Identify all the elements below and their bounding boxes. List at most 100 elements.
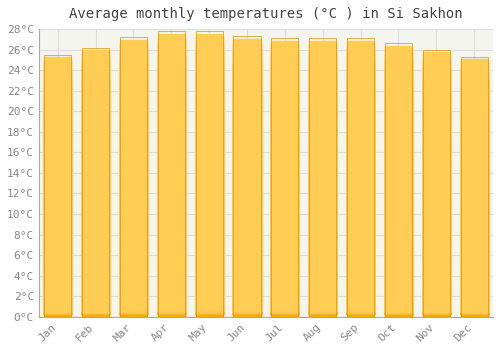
Bar — [460, 132, 488, 312]
Bar — [44, 181, 72, 313]
Bar — [158, 134, 185, 312]
Bar — [347, 155, 374, 313]
Bar — [347, 219, 374, 313]
Bar — [82, 134, 109, 312]
Bar — [347, 239, 374, 313]
Bar — [422, 58, 450, 312]
Bar — [460, 257, 488, 314]
Bar — [460, 111, 488, 312]
Bar — [196, 265, 223, 314]
Bar — [234, 275, 260, 314]
Bar — [196, 174, 223, 313]
Bar — [234, 244, 260, 313]
Bar — [309, 236, 336, 313]
Bar — [82, 282, 109, 314]
Bar — [460, 93, 488, 312]
Bar — [309, 303, 336, 314]
Bar — [158, 268, 185, 314]
Bar — [44, 207, 72, 313]
Bar — [234, 146, 260, 312]
Bar — [158, 120, 185, 312]
Bar — [422, 250, 450, 314]
Bar — [347, 119, 374, 312]
Bar — [120, 174, 147, 313]
Bar — [460, 241, 488, 314]
Bar — [44, 144, 72, 313]
Bar — [271, 239, 298, 313]
Bar — [422, 258, 450, 314]
Bar — [234, 90, 260, 312]
Bar — [158, 108, 185, 312]
Bar — [158, 94, 185, 312]
Bar — [422, 220, 450, 313]
Bar — [385, 139, 412, 312]
Bar — [347, 61, 374, 312]
Bar — [120, 306, 147, 314]
Bar — [120, 85, 147, 312]
Bar — [120, 197, 147, 313]
Bar — [309, 125, 336, 312]
Bar — [347, 228, 374, 313]
Bar — [120, 225, 147, 313]
Bar — [234, 78, 260, 312]
Bar — [460, 182, 488, 313]
Bar — [271, 89, 298, 312]
Bar — [44, 102, 72, 312]
Bar — [422, 154, 450, 313]
Bar — [82, 155, 109, 313]
Bar — [460, 286, 488, 314]
Bar — [347, 169, 374, 313]
Bar — [234, 162, 260, 313]
Bar — [234, 39, 260, 311]
Bar — [120, 214, 147, 313]
Bar — [309, 69, 336, 312]
Bar — [347, 52, 374, 312]
Bar — [309, 144, 336, 312]
Bar — [460, 208, 488, 313]
Bar — [234, 258, 260, 313]
Bar — [309, 108, 336, 312]
Bar — [422, 295, 450, 314]
Bar — [309, 164, 336, 313]
Bar — [422, 138, 450, 312]
Bar — [234, 303, 260, 314]
Bar — [422, 202, 450, 313]
Bar — [82, 147, 109, 313]
Bar — [460, 163, 488, 313]
Bar — [271, 91, 298, 312]
Bar — [460, 156, 488, 313]
Bar — [234, 160, 260, 313]
Bar — [234, 219, 260, 313]
Bar — [234, 208, 260, 313]
Bar — [385, 281, 412, 314]
Bar — [460, 109, 488, 312]
Bar — [196, 282, 223, 314]
Bar — [347, 270, 374, 314]
Bar — [271, 44, 298, 311]
Bar — [196, 48, 223, 311]
Bar — [271, 80, 298, 312]
Bar — [309, 113, 336, 312]
Bar — [82, 69, 109, 312]
Bar — [271, 258, 298, 314]
Bar — [158, 197, 185, 313]
Bar — [196, 208, 223, 313]
Bar — [120, 294, 147, 314]
Bar — [385, 114, 412, 312]
Bar — [347, 222, 374, 313]
Bar — [44, 248, 72, 314]
Bar — [460, 249, 488, 314]
Bar — [44, 63, 72, 312]
Bar — [234, 250, 260, 313]
Bar — [158, 271, 185, 314]
Bar — [82, 83, 109, 312]
Bar — [82, 75, 109, 312]
Bar — [309, 292, 336, 314]
Bar — [422, 223, 450, 313]
Bar — [460, 65, 488, 312]
Bar — [347, 153, 374, 313]
Bar — [271, 133, 298, 312]
Bar — [82, 61, 109, 312]
Bar — [271, 172, 298, 313]
Bar — [460, 270, 488, 314]
